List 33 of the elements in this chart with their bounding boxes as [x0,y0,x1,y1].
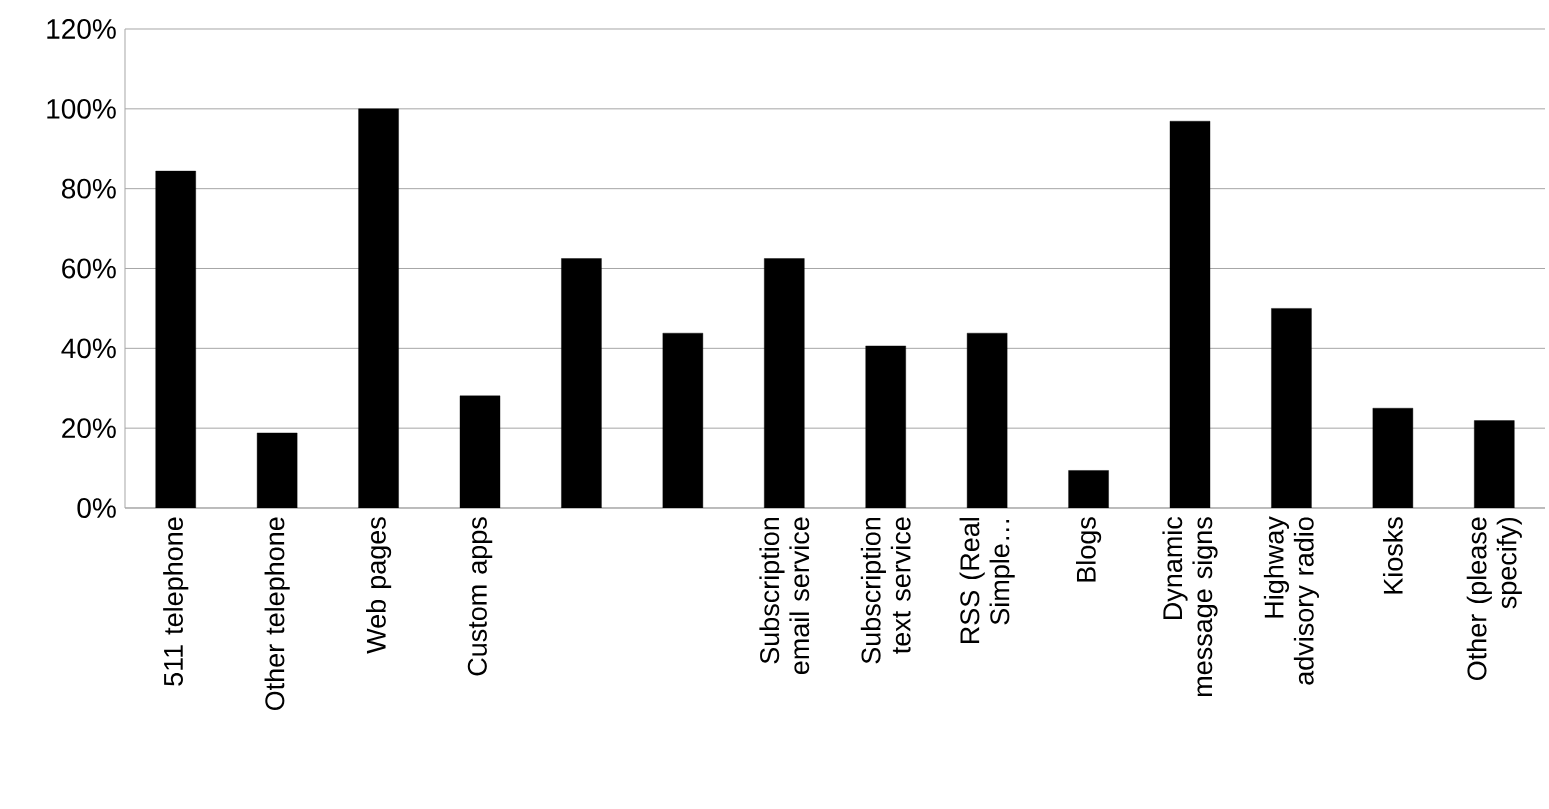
bar [1372,408,1414,508]
x-tick-label: Other telephone [264,517,290,711]
y-tick-label: 60% [62,258,116,279]
bar [764,258,805,508]
x-tick-label: 511 telephone [163,517,189,686]
x-tick-label: Subscription email service [759,517,810,675]
bar [1474,420,1515,508]
bar [966,332,1008,508]
y-tick-label: 40% [61,338,116,359]
y-tick-label: 100% [47,98,116,119]
x-tick-label: Blogs [1075,517,1102,582]
bar [865,345,906,508]
bar [1271,308,1312,508]
bar [1169,121,1211,508]
x-tick-label: Custom apps [467,517,493,676]
bar [459,395,501,508]
bar [561,258,602,508]
y-tick-label: 0% [77,498,116,518]
y-tick-label: 120% [47,19,116,39]
x-tick-label: Other (please specify) [1466,517,1522,680]
y-tick-label: 20% [62,418,116,439]
x-tick-label: Highway advisory radio [1263,516,1320,685]
x-tick-label: Web pages [365,517,392,654]
bar [1068,470,1109,508]
bar [256,432,298,508]
y-tick-label: 80% [61,178,116,199]
x-tick-label: Subscription text service [860,517,911,664]
x-tick-label: Dynamic message signs [1162,516,1218,696]
bar [358,108,399,508]
bar [155,170,196,508]
x-tick-label: RSS (Real Simple… [959,518,1015,644]
bar [662,332,704,508]
x-tick-label: Kiosks [1382,517,1403,594]
